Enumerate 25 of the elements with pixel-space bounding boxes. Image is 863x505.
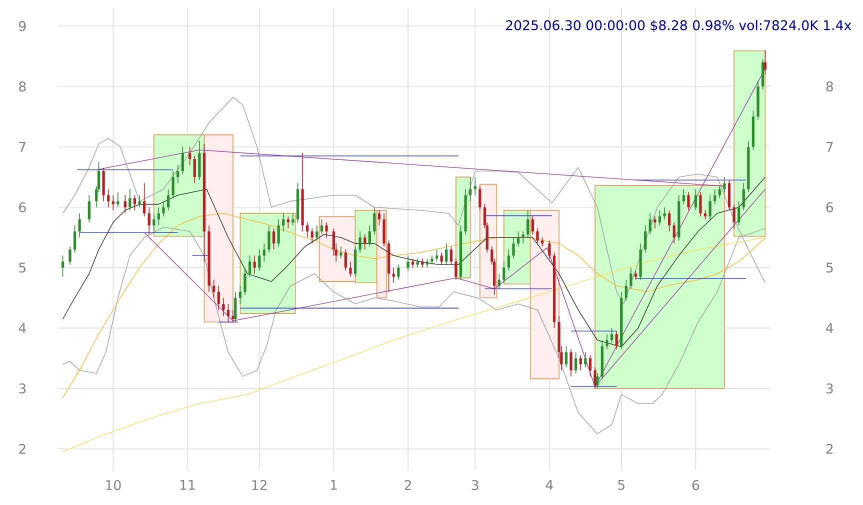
x-tick-label: 2 bbox=[404, 480, 411, 490]
y2-tick-label: 8 bbox=[826, 81, 833, 92]
x-tick-label: 3 bbox=[472, 480, 478, 490]
y-tick-label: 8 bbox=[19, 81, 26, 92]
x-tick-label: 10 bbox=[106, 480, 121, 490]
y2-tick-label: 2 bbox=[826, 444, 833, 454]
y-tick-label: 9 bbox=[18, 21, 26, 32]
y2-tick-label: 7 bbox=[826, 142, 833, 152]
x-tick-label: 6 bbox=[692, 480, 700, 490]
y-tick-label: 2 bbox=[19, 444, 26, 454]
x-tick-label: 11 bbox=[180, 480, 195, 490]
x-tick-label: 1 bbox=[330, 480, 337, 490]
y-tick-label: 7 bbox=[19, 142, 26, 152]
y2-tick-label: 3 bbox=[826, 383, 833, 394]
y2-tick-label: 5 bbox=[826, 262, 833, 273]
y-tick-label: 3 bbox=[19, 383, 26, 394]
y2-tick-label: 4 bbox=[826, 323, 834, 333]
y2-tick-label: 6 bbox=[826, 202, 834, 212]
text: 2025.06.30 00:00:00 $8.28 0.98% vol:7824.0K 1.4x bbox=[506, 20, 852, 32]
x-tick-label: 5 bbox=[618, 480, 624, 490]
y-tick-label: 5 bbox=[19, 262, 26, 273]
y-tick-label: 6 bbox=[19, 202, 26, 212]
x-tick-label: 4 bbox=[546, 480, 553, 490]
x-tick-label: 12 bbox=[252, 480, 267, 490]
y-tick-label: 4 bbox=[18, 323, 26, 333]
